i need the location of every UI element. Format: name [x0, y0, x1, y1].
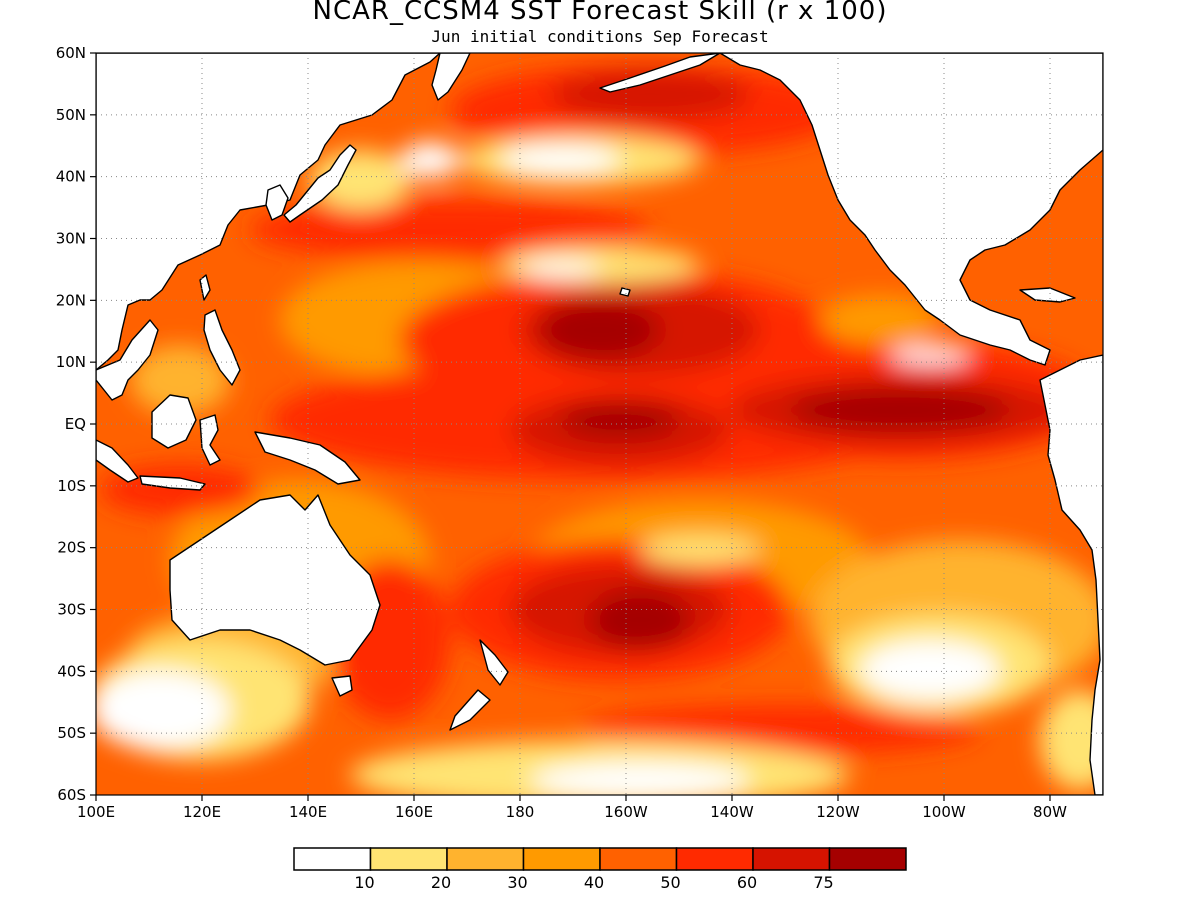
field-patch	[400, 142, 460, 178]
land-indochina	[96, 319, 159, 401]
land-new-zealand-south	[449, 689, 491, 731]
lon-tick-label: 100E	[77, 803, 115, 821]
field-patch	[590, 590, 690, 650]
colorbar-label: 60	[737, 873, 757, 892]
lon-tick-label: 120W	[816, 803, 860, 821]
grid-lines	[96, 53, 1103, 795]
land-south-america	[1039, 354, 1103, 795]
colorbar-label: 20	[431, 873, 451, 892]
land-australia	[169, 494, 381, 666]
land-new-zealand-north	[479, 639, 509, 686]
sst-skill-field	[96, 53, 1103, 795]
colorbar-bin	[752, 847, 831, 871]
land-sumatra	[96, 439, 139, 483]
field-patch	[820, 295, 940, 345]
land-japan	[283, 144, 357, 223]
colorbar-bin	[522, 847, 601, 871]
lat-tick-label: 10S	[57, 477, 86, 495]
land-korea	[265, 184, 289, 221]
land-cuba	[1019, 287, 1076, 303]
lon-tick-label: 120E	[183, 803, 221, 821]
field-patch	[520, 260, 600, 276]
field-patch	[890, 347, 970, 363]
field-patch	[550, 70, 750, 120]
land-hawaii	[619, 287, 631, 297]
colorbar-bin	[446, 847, 525, 871]
lat-tick-label: 30S	[57, 601, 86, 619]
lon-tick-group: 100E 120E 140E 160E 180 160W 140W 120W 100W 80W	[77, 795, 1067, 821]
colorbar-label: 10	[354, 873, 374, 892]
chart-title: NCAR_CCSM4 SST Forecast Skill (r x 100)	[312, 0, 888, 26]
land-borneo	[151, 394, 197, 449]
colorbar-bin	[828, 847, 907, 871]
land-java	[139, 475, 206, 491]
lat-tick-label: 60S	[57, 786, 86, 804]
land-tasmania	[331, 675, 353, 697]
lon-tick-label: 180	[506, 803, 535, 821]
land-philippines	[203, 309, 241, 386]
field-patch	[640, 535, 760, 565]
lon-tick-label: 140W	[710, 803, 754, 821]
lon-tick-label: 160W	[604, 803, 648, 821]
field-patch	[860, 640, 1000, 700]
lat-tick-label: 10N	[56, 353, 86, 371]
colorbar-bin	[675, 847, 754, 871]
field-patch	[1040, 690, 1103, 790]
lat-tick-label: 60N	[56, 44, 86, 62]
land-north-america	[719, 53, 1103, 366]
field-patch	[96, 670, 230, 750]
land-sulawesi	[199, 414, 221, 466]
chart-subtitle: Jun initial conditions Sep Forecast	[431, 27, 769, 46]
lat-tick-label: 50S	[57, 724, 86, 742]
lat-tick-label: 30N	[56, 230, 86, 248]
lat-tick-label: 20S	[57, 539, 86, 557]
field-patch	[130, 345, 230, 415]
land-kamchatka	[431, 53, 471, 101]
field-patch	[250, 200, 650, 260]
land-asia	[96, 53, 441, 371]
lon-tick-label: 80W	[1033, 803, 1067, 821]
colorbar-bin	[293, 847, 372, 871]
colorbar-label: 30	[507, 873, 527, 892]
lat-tick-label: 20N	[56, 291, 86, 309]
lat-tick-label: EQ	[65, 415, 86, 433]
lat-tick-label: 40N	[56, 168, 86, 186]
field-patch	[540, 300, 660, 360]
field-patch	[530, 762, 750, 795]
lat-tick-group: 60N 50N 40N 30N 20N 10N EQ 10S 20S 30S 40S 50S 60S	[56, 44, 96, 804]
lat-tick-label: 40S	[57, 662, 86, 680]
field-patch	[500, 145, 620, 175]
lon-tick-label: 160E	[395, 803, 433, 821]
colorbar-label: 75	[813, 873, 833, 892]
lon-tick-label: 140E	[289, 803, 327, 821]
colorbar-bin	[599, 847, 678, 871]
field-patch	[560, 402, 680, 438]
colorbar-label: 50	[660, 873, 680, 892]
lon-tick-label: 100W	[922, 803, 966, 821]
lat-tick-label: 50N	[56, 106, 86, 124]
colorbar-label: 40	[584, 873, 604, 892]
field-patch	[790, 388, 1010, 432]
colorbar: 10 20 30 40 50 60 75	[293, 847, 907, 892]
land-alaska-peninsula	[599, 53, 721, 93]
colorbar-bin	[369, 847, 448, 871]
land-taiwan	[199, 274, 211, 301]
